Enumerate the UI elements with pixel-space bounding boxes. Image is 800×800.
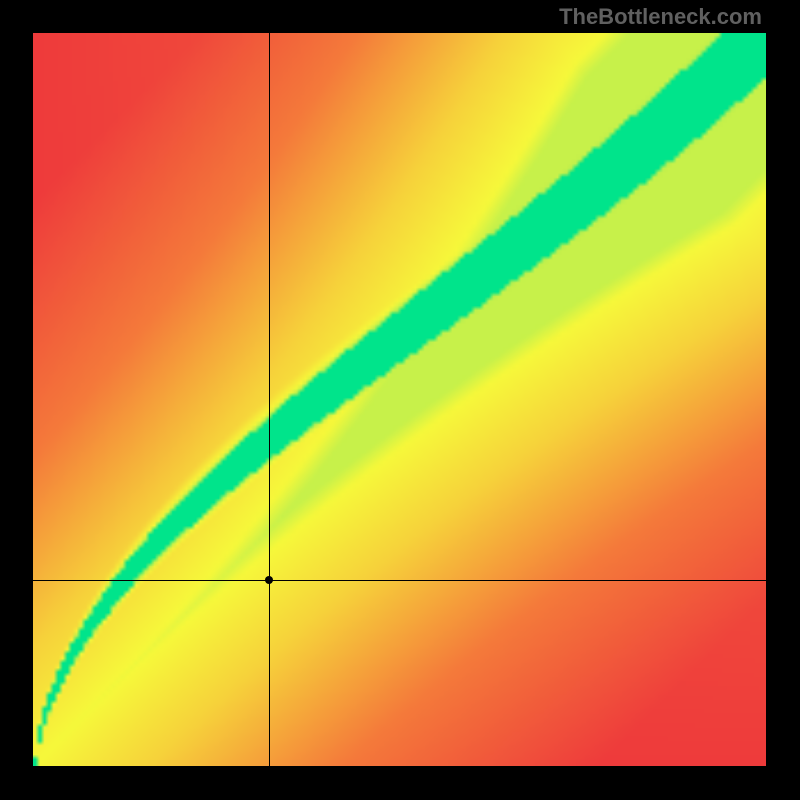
attribution-text: TheBottleneck.com [559,4,762,30]
crosshair-vertical [269,33,270,766]
crosshair-horizontal [33,580,766,581]
chart-frame: TheBottleneck.com [0,0,800,800]
marker-dot [265,576,273,584]
heatmap-canvas [33,33,766,766]
heatmap-plot [33,33,766,766]
